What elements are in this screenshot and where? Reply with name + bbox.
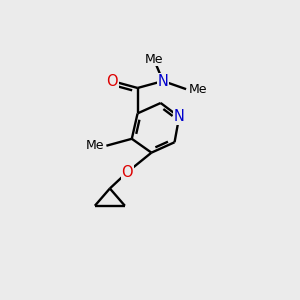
Text: N: N bbox=[158, 74, 168, 88]
Text: Me: Me bbox=[145, 52, 163, 66]
Text: Me: Me bbox=[85, 139, 104, 152]
Text: Me: Me bbox=[188, 82, 207, 96]
Text: O: O bbox=[122, 165, 133, 180]
Text: N: N bbox=[174, 109, 184, 124]
Text: O: O bbox=[106, 74, 118, 88]
